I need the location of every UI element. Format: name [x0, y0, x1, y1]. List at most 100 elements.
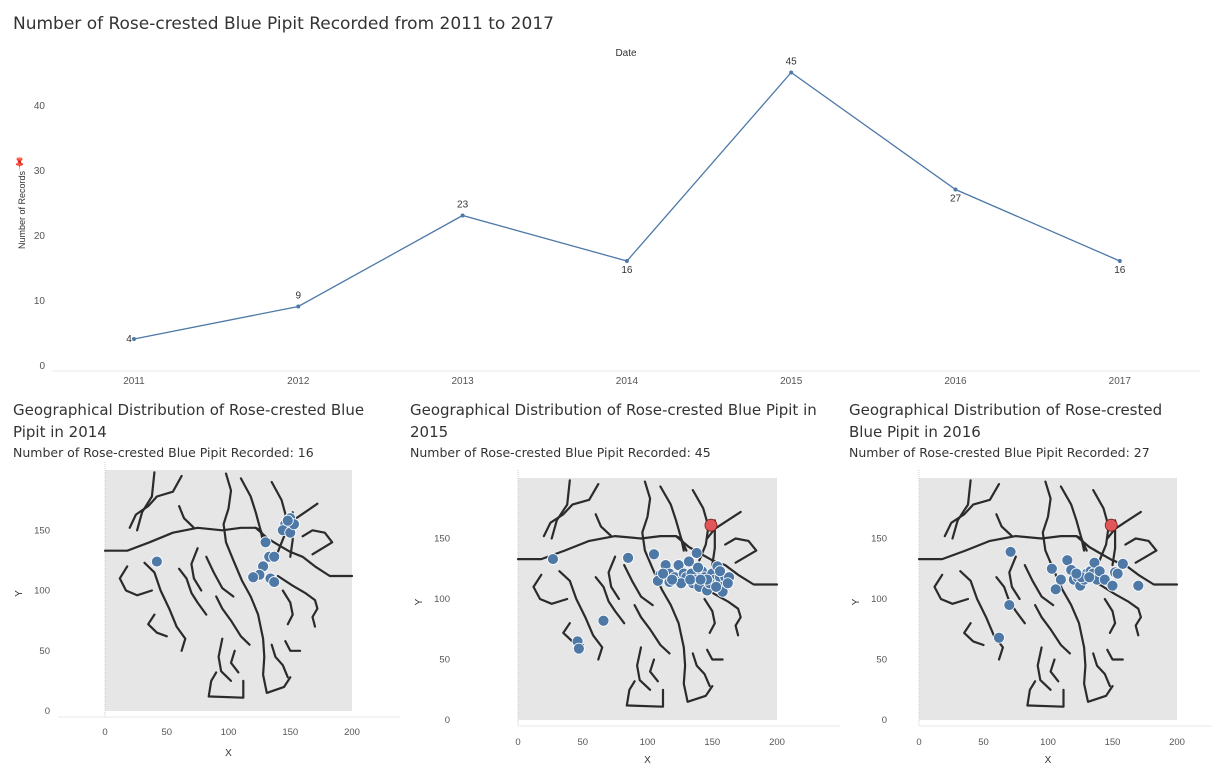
x-tick-label: 2015	[780, 376, 803, 387]
x-tick-label: 150	[704, 737, 720, 748]
river-line	[594, 576, 626, 625]
sighting-point	[694, 573, 707, 586]
y-tick-label: 100	[434, 594, 450, 605]
sighting-point	[993, 631, 1005, 644]
line-chart: Date Number of Records📌 0 10 20 30 40 2011 2012 2…	[11, 48, 1200, 387]
sighting-point	[684, 573, 697, 586]
sighting-point	[281, 514, 294, 527]
river-line	[284, 640, 302, 652]
x-tick-label: 50	[161, 727, 172, 738]
sighting-point	[690, 547, 703, 559]
river-line	[1026, 680, 1037, 707]
data-label: 16	[621, 265, 633, 276]
river-line	[205, 555, 235, 598]
y-axis-title: Y	[851, 598, 862, 605]
x-tick-label: 2011	[123, 376, 145, 387]
x-tick-label: 200	[769, 737, 785, 748]
x-tick-label: 50	[978, 737, 989, 748]
x-tick-label: 150	[282, 727, 298, 738]
river-line	[143, 561, 187, 652]
river-line	[1049, 658, 1060, 683]
sighting-point	[259, 536, 272, 549]
sighting-point	[1111, 567, 1124, 580]
river-line	[1124, 537, 1158, 564]
river-line	[698, 583, 742, 637]
x-axis-title: X	[644, 755, 651, 766]
map-count-2016: Number of Rose-crested Blue Pipit Record…	[849, 445, 1150, 460]
y-axis-title: Number of Records	[17, 170, 27, 249]
data-point	[624, 259, 629, 263]
sighting-point	[268, 576, 281, 588]
y-tick-label: 10	[34, 296, 46, 307]
sighting-point	[268, 550, 281, 563]
map-title-2016: Geographical Distribution of Rose-creste…	[849, 401, 1163, 441]
river-line	[1075, 535, 1088, 552]
sighting-point	[1003, 599, 1016, 611]
sighting-point	[1070, 567, 1083, 580]
river-line	[1106, 510, 1142, 540]
river-line	[1034, 604, 1071, 655]
data-label: 27	[950, 194, 962, 205]
river-line	[1041, 480, 1114, 703]
river-line	[190, 547, 203, 592]
river-line	[207, 671, 218, 698]
sighting-point	[547, 553, 559, 565]
river-line	[1103, 597, 1117, 634]
map-title-2014: Geographical Distribution of Rose-creste…	[13, 401, 365, 441]
y-tick-label: 100	[871, 594, 887, 605]
x-tick-label: 0	[515, 737, 520, 748]
x-axis-title: X	[225, 748, 232, 759]
sighting-point	[692, 561, 704, 574]
y-tick-label: 50	[39, 646, 50, 657]
x-tick-label: 200	[344, 727, 360, 738]
x-tick-label: 100	[221, 727, 237, 738]
river-line	[542, 483, 600, 538]
river-line	[270, 643, 289, 679]
river-line	[1023, 564, 1055, 607]
river-line	[178, 505, 195, 529]
sighting-point	[1106, 579, 1119, 592]
x-axis-header: Date	[615, 48, 637, 59]
y-tick-label: 30	[34, 166, 46, 177]
x-tick-label: 2012	[287, 376, 310, 387]
sighting-point	[1049, 583, 1062, 596]
river-line	[963, 622, 985, 647]
x-tick-label: 100	[1040, 737, 1056, 748]
page-title: Number of Rose-crested Blue Pipit Record…	[13, 14, 554, 34]
sighting-point	[714, 565, 726, 578]
river-line	[1106, 648, 1124, 661]
river-line	[951, 479, 972, 540]
y-tick-label: 50	[439, 655, 450, 666]
river-line	[636, 646, 652, 691]
data-point	[296, 304, 301, 309]
y-tick-label: 150	[434, 534, 450, 545]
map-chart-2014: 0 50 100 150 200 0 50 100 150 X Y	[14, 462, 400, 759]
river-line	[147, 613, 168, 638]
sighting-point	[1004, 545, 1017, 558]
x-tick-label: 200	[1169, 737, 1185, 748]
river-line	[532, 573, 569, 605]
x-tick-label: 2016	[944, 376, 967, 387]
sighting-point	[247, 571, 260, 584]
river-line	[301, 529, 334, 556]
sighting-point	[150, 555, 163, 568]
river-line	[706, 648, 724, 661]
series-line	[133, 71, 1121, 340]
sighting-point	[683, 555, 695, 568]
river-line	[594, 513, 613, 538]
data-label: 4	[126, 334, 132, 345]
river-line	[1008, 555, 1021, 601]
river-line	[136, 471, 156, 532]
river-line	[1098, 583, 1142, 637]
sighting-point	[657, 567, 669, 580]
data-label: 9	[296, 291, 302, 302]
sighting-point	[597, 614, 610, 627]
data-label: 23	[457, 200, 469, 211]
river-line	[208, 679, 245, 699]
river-line	[724, 537, 758, 564]
y-tick-label: 0	[39, 361, 45, 372]
data-point	[953, 187, 958, 192]
y-axis-title: Y	[414, 598, 425, 605]
x-tick-label: 50	[577, 737, 588, 748]
sighting-point	[1093, 565, 1106, 578]
